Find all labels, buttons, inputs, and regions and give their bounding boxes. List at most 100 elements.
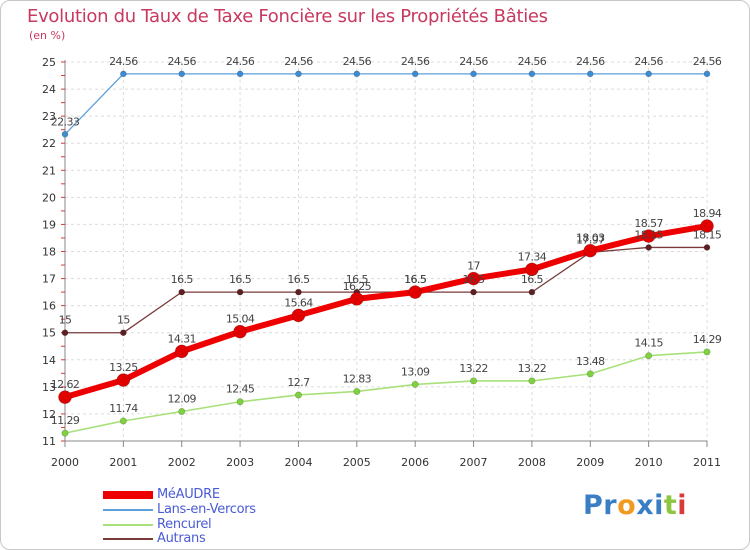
chart-title: Evolution du Taux de Taxe Foncière sur l… [27, 6, 548, 27]
legend-swatch-lans-en-vercors [103, 509, 153, 511]
legend-label: Autrans [157, 531, 206, 546]
chart-subtitle: (en %) [29, 29, 66, 42]
data-point-rencurel [645, 352, 653, 360]
y-tick-label: 16 [42, 300, 56, 313]
data-point-rencurel [178, 407, 186, 415]
data-point-rencurel [470, 377, 478, 385]
data-label-lans-en-vercors: 24.56 [459, 55, 488, 68]
data-label-lans-en-vercors: 24.56 [518, 55, 547, 68]
x-tick-label: 2007 [460, 456, 488, 469]
x-tick-label: 2011 [693, 456, 721, 469]
data-point-m-audre [641, 229, 656, 243]
data-label-m-audre: 14.31 [167, 332, 196, 345]
data-point-lans-en-vercors [120, 70, 127, 78]
x-tick-label: 2005 [343, 456, 371, 469]
data-point-autrans [295, 288, 302, 296]
data-point-lans-en-vercors [586, 70, 594, 78]
data-label-m-audre: 16.25 [343, 280, 372, 293]
logo-letter: x [636, 490, 655, 521]
data-label-rencurel: 11.74 [109, 402, 138, 415]
data-label-m-audre: 18.57 [634, 217, 663, 230]
data-point-autrans [178, 288, 186, 296]
data-label-rencurel: 12.83 [343, 372, 372, 385]
logo-letter: i [677, 490, 688, 521]
logo-letter: i [654, 490, 664, 521]
data-point-rencurel [294, 391, 302, 399]
data-point-autrans [61, 329, 69, 337]
series-line-autrans [64, 246, 708, 334]
x-tick-label: 2009 [576, 456, 604, 469]
data-label-lans-en-vercors: 24.56 [634, 55, 663, 68]
y-tick-label: 15 [42, 327, 56, 340]
y-tick-label: 25 [42, 56, 56, 69]
data-point-m-audre [174, 344, 189, 359]
data-label-rencurel: 11.29 [51, 414, 80, 427]
y-tick-label: 21 [42, 164, 56, 177]
data-label-autrans: 18.15 [693, 228, 722, 241]
legend-swatch-autrans [103, 538, 153, 540]
y-tick-label: 18 [42, 246, 56, 259]
legend-label: MéAUDRE [157, 487, 220, 502]
y-tick-label: 20 [42, 191, 56, 204]
data-label-lans-en-vercors: 22.33 [51, 115, 80, 128]
data-label-rencurel: 13.09 [401, 365, 430, 378]
data-point-rencurel [61, 429, 69, 437]
logo-letter: t [663, 490, 678, 521]
data-label-m-audre: 12.62 [51, 378, 80, 391]
data-point-autrans [703, 244, 711, 251]
logo-letter: r [603, 490, 618, 521]
data-point-rencurel [236, 398, 244, 406]
y-tick-label: 24 [42, 83, 56, 96]
data-point-m-audre [408, 285, 422, 299]
data-point-lans-en-vercors [470, 70, 477, 78]
data-point-autrans [528, 288, 536, 296]
legend-swatch-rencurel [103, 524, 153, 526]
legend-item-rencurel[interactable]: Rencurel [103, 518, 212, 532]
data-label-lans-en-vercors: 24.56 [576, 55, 605, 68]
y-tick-label: 23 [42, 110, 56, 123]
data-point-lans-en-vercors [178, 70, 186, 78]
legend-item-autrans[interactable]: Autrans [103, 531, 206, 546]
data-point-m-audre [700, 219, 714, 233]
series-line-rencurel [64, 351, 708, 434]
data-label-lans-en-vercors: 24.56 [693, 55, 722, 68]
data-point-m-audre [525, 262, 539, 277]
data-label-m-audre: 15.64 [284, 296, 313, 309]
data-label-autrans: 18.15 [634, 228, 663, 241]
series-line-lans-en-vercors [64, 73, 708, 135]
y-tick-label: 11 [42, 435, 56, 448]
legend-item-lans-en-vercors[interactable]: Lans-en-Vercors [103, 503, 256, 517]
data-point-lans-en-vercors [528, 70, 536, 78]
legend-item-meaudre[interactable]: MéAUDRE [103, 488, 220, 502]
data-label-rencurel: 13.22 [518, 362, 547, 375]
data-label-m-audre: 17.34 [518, 250, 547, 263]
data-point-rencurel [703, 348, 711, 356]
data-label-autrans: 16.5 [521, 273, 544, 286]
data-label-autrans: 16.5 [171, 273, 194, 286]
x-tick-label: 2002 [168, 456, 196, 469]
data-label-m-audre: 13.25 [109, 361, 138, 374]
data-point-autrans [236, 288, 244, 296]
data-point-rencurel [411, 380, 419, 388]
data-point-m-audre [233, 324, 247, 339]
legend-label: Lans-en-Vercors [157, 502, 256, 517]
data-label-m-audre: 15.04 [226, 313, 255, 326]
data-label-autrans: 15 [117, 314, 130, 327]
series-line-m-audre [62, 223, 710, 401]
data-point-lans-en-vercors [236, 70, 244, 78]
data-label-rencurel: 14.29 [693, 333, 722, 346]
data-point-m-audre [350, 292, 364, 306]
data-label-m-audre: 17 [467, 260, 480, 273]
x-tick-label: 2006 [401, 456, 429, 469]
x-tick-label: 2000 [51, 456, 79, 469]
data-point-autrans [645, 244, 652, 251]
data-label-autrans: 17.97 [576, 233, 605, 246]
legend-swatch-meaudre [103, 491, 153, 499]
y-tick-label: 22 [42, 137, 56, 150]
data-label-autrans: 16.5 [229, 273, 252, 286]
y-tick-label: 19 [42, 218, 56, 231]
y-tick-label: 13 [42, 381, 56, 394]
data-point-lans-en-vercors [353, 70, 361, 78]
data-label-autrans: 16.5 [287, 273, 310, 286]
x-tick-label: 2010 [635, 456, 663, 469]
